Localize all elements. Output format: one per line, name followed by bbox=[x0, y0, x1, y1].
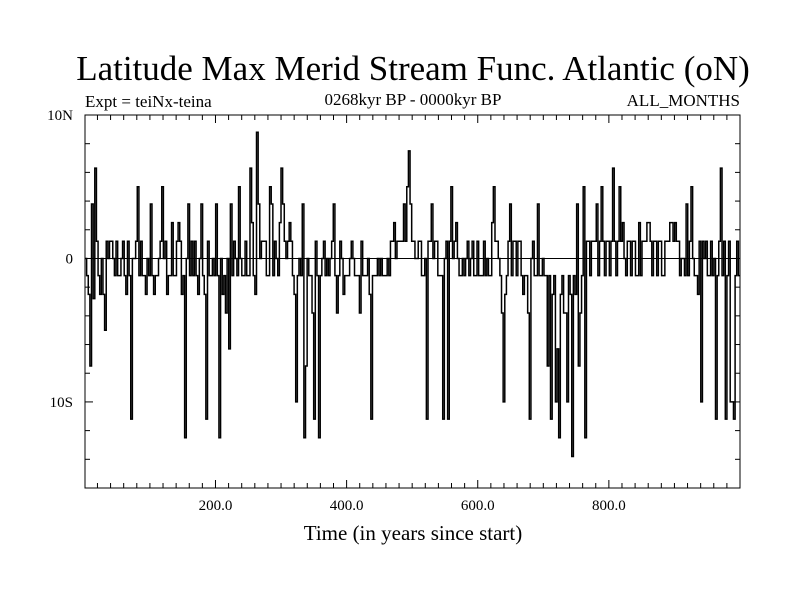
chart-subtitle-left: Expt = teiNx-teina bbox=[85, 92, 212, 111]
chart-title: Latitude Max Merid Stream Func. Atlantic… bbox=[76, 49, 750, 88]
y-tick-label: 10N bbox=[47, 108, 73, 124]
plot-frame bbox=[84, 114, 741, 489]
chart-subtitle-center: 0268kyr BP - 0000kyr BP bbox=[325, 90, 502, 109]
x-tick-label: 600.0 bbox=[461, 498, 495, 514]
x-axis-label: Time (in years since start) bbox=[304, 521, 523, 545]
axis-ticks bbox=[85, 114, 740, 489]
x-tick-label: 200.0 bbox=[199, 498, 233, 514]
y-tick-label: 10S bbox=[50, 395, 73, 411]
chart-subtitle-right: ALL_MONTHS bbox=[627, 91, 740, 110]
y-tick-label: 0 bbox=[66, 251, 74, 267]
x-tick-label: 800.0 bbox=[592, 498, 626, 514]
x-tick-label: 400.0 bbox=[330, 498, 364, 514]
axis-tick-labels: 200.0 400.0 600.0 800.0 10N 0 10S bbox=[47, 108, 626, 514]
series-line bbox=[85, 131, 740, 458]
